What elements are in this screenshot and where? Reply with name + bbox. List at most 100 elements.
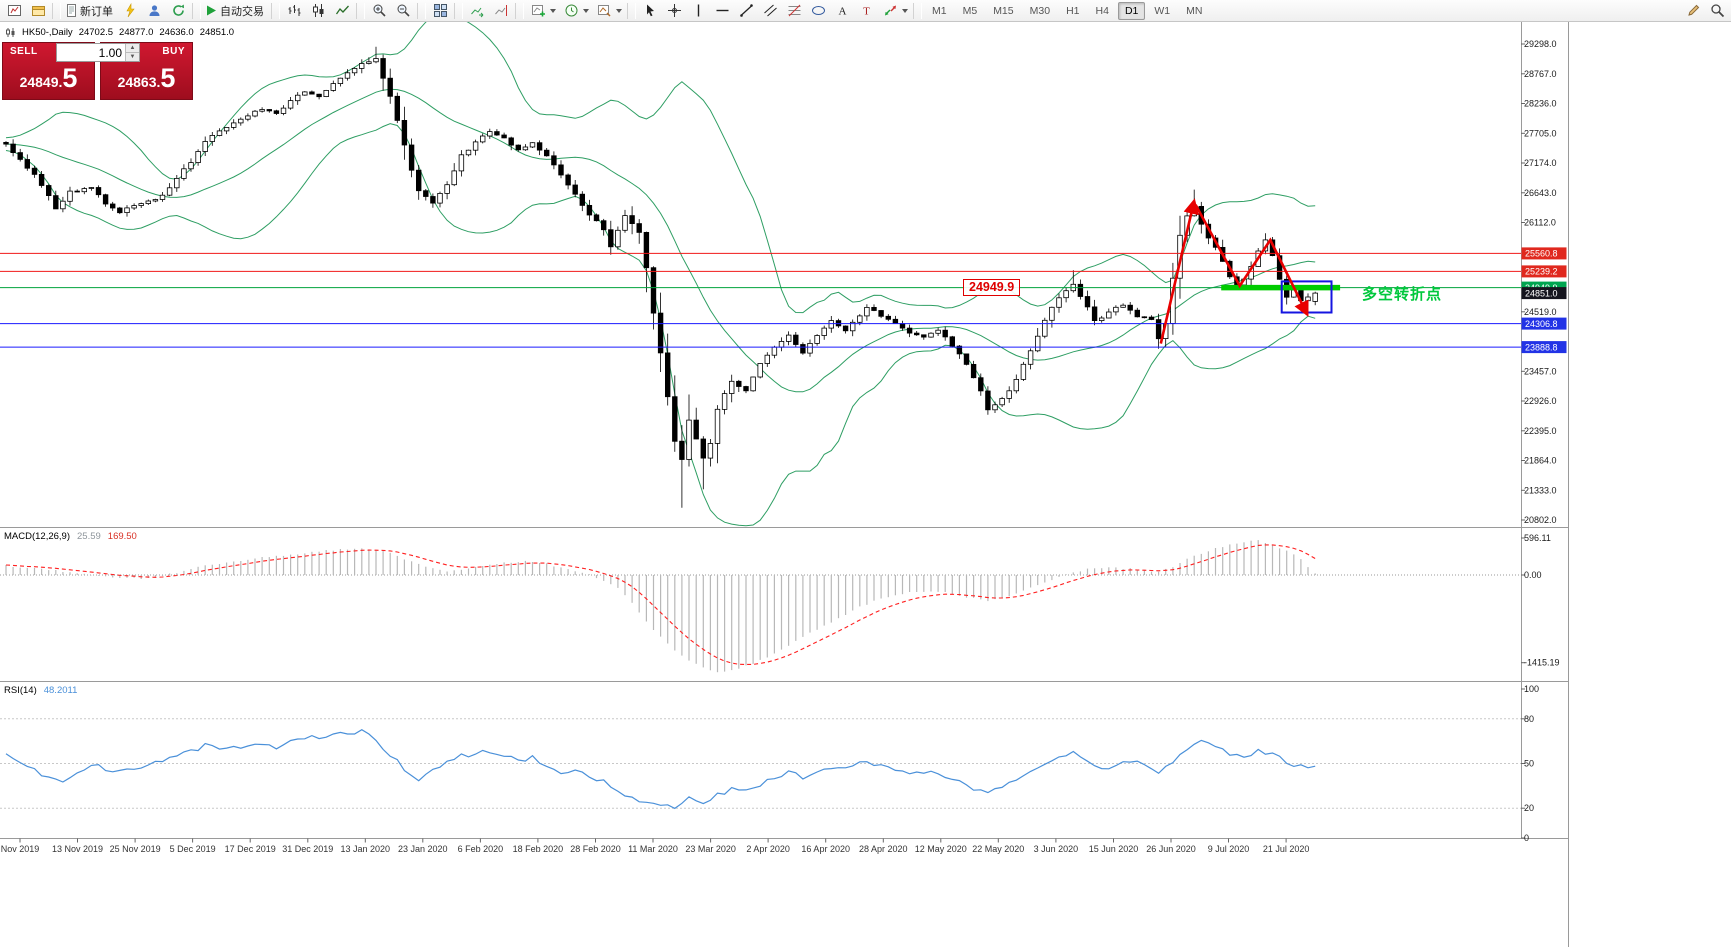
arrows-caret[interactable] <box>902 8 908 13</box>
svg-text:23 Mar 2020: 23 Mar 2020 <box>685 844 736 854</box>
fibonacci-icon <box>788 4 800 17</box>
timeframe-button-m1[interactable]: M1 <box>932 4 947 17</box>
tile-windows-button[interactable] <box>429 0 451 22</box>
line-chart-icon <box>335 5 349 15</box>
drawn-shapes[interactable] <box>1159 198 1341 344</box>
periods-button[interactable] <box>560 0 582 22</box>
bar-chart-button[interactable] <box>283 0 305 22</box>
cursor-icon <box>646 4 654 17</box>
auto-scroll-button[interactable] <box>466 0 488 22</box>
svg-text:50: 50 <box>1524 759 1534 769</box>
timeframe-button-d1[interactable]: D1 <box>1117 1 1146 20</box>
text-button[interactable]: A <box>831 0 853 22</box>
indicators-button[interactable] <box>527 0 549 22</box>
pencil-icon <box>1687 4 1699 16</box>
line-chart-button[interactable] <box>331 0 353 22</box>
zoom-in-button[interactable] <box>368 0 390 22</box>
svg-text:596.11: 596.11 <box>1524 533 1551 543</box>
crosshair-icon <box>667 4 681 17</box>
chart-shift-button[interactable] <box>490 0 512 22</box>
auto-scroll-icon <box>470 7 483 18</box>
svg-text:21864.0: 21864.0 <box>1524 456 1557 466</box>
price-axis[interactable]: 29298.0 28767.0 28236.0 27705.0 27174.0 26643… <box>1521 39 1567 843</box>
vertical-line-button[interactable] <box>687 0 709 22</box>
timeframe-button-m15[interactable]: M15 <box>993 4 1014 17</box>
periods-caret[interactable] <box>583 8 589 13</box>
edit-button[interactable] <box>1682 0 1704 22</box>
svg-text:25239.2: 25239.2 <box>1525 267 1558 277</box>
templates-button[interactable] <box>593 0 615 22</box>
horizontal-line-button[interactable] <box>711 0 733 22</box>
templates-caret[interactable] <box>616 8 622 13</box>
toolbar-separator <box>454 2 463 19</box>
shapes-button[interactable] <box>807 0 829 22</box>
date-axis[interactable]: Nov 2019 13 Nov 2019 25 Nov 2019 5 Dec 2019… <box>1 838 1310 855</box>
volume-input[interactable] <box>57 44 125 61</box>
price-callout-label[interactable]: 24949.9 <box>963 279 1021 296</box>
ohlc-header: HK50-,Daily 24702.5 24877.0 24636.0 2485… <box>5 27 234 38</box>
svg-text:16 Apr 2020: 16 Apr 2020 <box>801 844 850 854</box>
svg-text:23457.0: 23457.0 <box>1524 366 1557 376</box>
arrows-icon <box>884 5 896 16</box>
sell-button[interactable]: SELL 24849.5 <box>2 42 95 100</box>
svg-text:21 Jul 2020: 21 Jul 2020 <box>1263 844 1310 854</box>
symbol-period-label: HK50-,Daily <box>22 27 73 38</box>
zoom-out-button[interactable] <box>392 0 414 22</box>
volume-down-button[interactable]: ▼ <box>126 53 139 61</box>
trendline-icon <box>739 4 753 17</box>
macd-signal-value: 169.50 <box>107 531 137 542</box>
high-value: 24877.0 <box>119 27 154 38</box>
svg-text:12 May 2020: 12 May 2020 <box>915 844 967 854</box>
volume-up-button[interactable]: ▲ <box>126 44 139 53</box>
candlestick-chart-icon <box>312 4 323 17</box>
one-click-trading-panel: SELL 24849.5 BUY 24863.5 ▲ ▼ <box>2 42 193 100</box>
lightning-icon <box>125 3 135 18</box>
refresh-button[interactable] <box>167 0 189 22</box>
new-order-button[interactable]: 新订单 <box>64 0 117 22</box>
clock-icon <box>565 4 577 17</box>
toolbar-separator <box>417 2 426 19</box>
svg-text:29298.0: 29298.0 <box>1524 39 1557 49</box>
timeframe-button-mn[interactable]: MN <box>1186 4 1203 17</box>
profiles-button[interactable] <box>27 0 49 22</box>
svg-text:24306.8: 24306.8 <box>1525 319 1558 329</box>
svg-text:28767.0: 28767.0 <box>1524 69 1557 79</box>
refresh-icon <box>172 4 184 16</box>
timeframe-button-m30[interactable]: M30 <box>1029 4 1051 17</box>
arrows-button[interactable] <box>879 0 901 22</box>
svg-text:13 Jan 2020: 13 Jan 2020 <box>341 844 391 854</box>
timeframe-button-m5[interactable]: M5 <box>962 4 978 17</box>
toolbar-separator <box>52 2 61 19</box>
horizontal-line-icon <box>716 9 728 12</box>
svg-text:Nov 2019: Nov 2019 <box>1 844 40 854</box>
svg-text:26643.0: 26643.0 <box>1524 188 1557 198</box>
rsi-indicator-label: RSI(14) 48.2011 <box>4 685 84 696</box>
search-button[interactable] <box>1706 0 1728 22</box>
lightning-button[interactable] <box>119 0 141 22</box>
svg-text:0.00: 0.00 <box>1524 570 1542 580</box>
channel-button[interactable] <box>759 0 781 22</box>
timeframe-button-w1[interactable]: W1 <box>1154 4 1171 17</box>
svg-text:100: 100 <box>1524 684 1539 694</box>
cursor-button[interactable] <box>639 0 661 22</box>
horizontal-level-lines[interactable] <box>0 252 1521 348</box>
timeframe-button-h4[interactable]: H4 <box>1095 4 1109 17</box>
volume-spinner: ▲ ▼ <box>125 44 139 61</box>
fibonacci-button[interactable] <box>783 0 805 22</box>
new-chart-button[interactable] <box>3 0 25 22</box>
timeframe-button-h1[interactable]: H1 <box>1066 4 1080 17</box>
turning-point-note[interactable]: 多空转折点 <box>1362 286 1443 303</box>
svg-text:28 Apr 2020: 28 Apr 2020 <box>859 844 908 854</box>
indicators-plus-icon <box>531 5 545 17</box>
user-button[interactable] <box>143 0 165 22</box>
crosshair-button[interactable] <box>663 0 685 22</box>
candlestick-chart-button[interactable] <box>307 0 329 22</box>
trendline-button[interactable] <box>735 0 757 22</box>
vertical-line-icon <box>697 4 699 17</box>
main-toolbar: 新订单 自动交易 A T M1 M5 M15 M30 H1 H4 D1 W1 M… <box>0 0 1731 22</box>
indicators-caret[interactable] <box>550 8 556 13</box>
label-button[interactable]: T <box>855 0 877 22</box>
autotrade-button[interactable]: 自动交易 <box>204 0 268 22</box>
svg-text:22926.0: 22926.0 <box>1524 396 1557 406</box>
